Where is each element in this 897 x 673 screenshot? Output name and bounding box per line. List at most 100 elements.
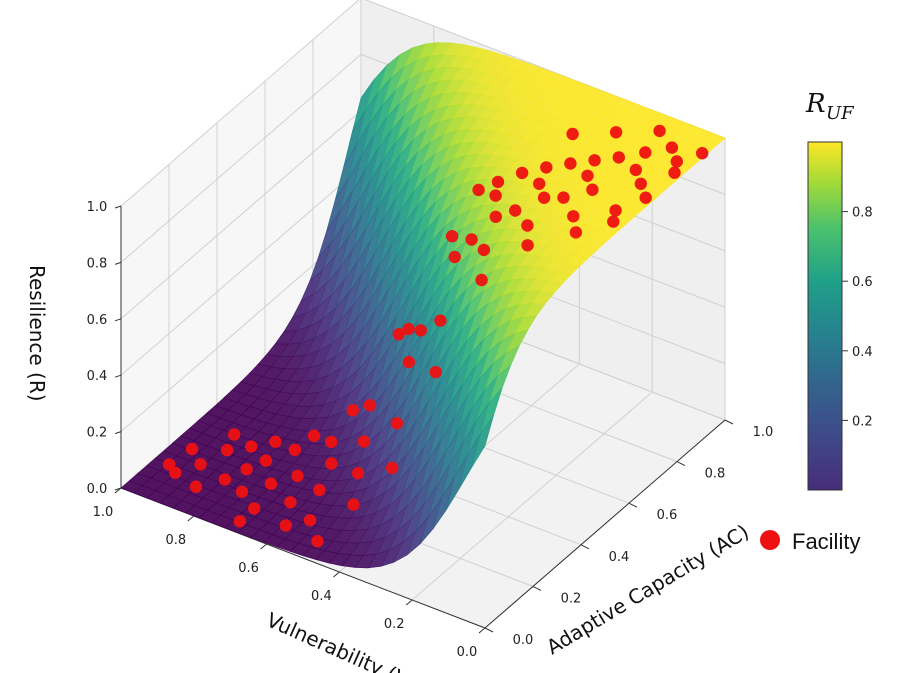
facility-point — [448, 250, 461, 264]
facility-point — [288, 443, 301, 456]
colorbar-title-subscript: UF — [826, 103, 855, 124]
facility-point — [163, 458, 176, 471]
facility-point — [653, 124, 666, 138]
facility-point — [303, 514, 317, 527]
facility-point — [248, 502, 261, 515]
y-tick-label: 0.4 — [609, 550, 630, 565]
facility-point — [264, 477, 278, 490]
facility-point — [639, 146, 652, 159]
facility-point — [445, 230, 459, 243]
colorbar-tick-label: 0.8 — [852, 206, 873, 221]
grid-line — [411, 391, 653, 601]
facility-point — [607, 215, 620, 228]
x-tick-label: 0.2 — [384, 617, 405, 632]
facility-point — [218, 473, 232, 486]
facility-point — [537, 191, 551, 204]
facility-point — [696, 147, 709, 160]
facility-point — [240, 463, 253, 476]
facility-point — [465, 233, 478, 246]
facility-point — [670, 155, 683, 168]
x-tick-mark — [187, 515, 195, 522]
facility-point — [185, 442, 199, 456]
facility-point — [557, 191, 570, 204]
facility-point — [307, 429, 321, 442]
x-tick-mark — [333, 571, 340, 578]
facility-point — [540, 161, 553, 174]
facility-point — [509, 204, 522, 217]
facility-point — [189, 480, 203, 493]
legend-label-facility: Facility — [792, 529, 860, 554]
facility-point — [609, 204, 622, 217]
grid-line — [120, 0, 360, 207]
colorbar-ticks: 0.2 0.4 0.6 0.8 — [842, 206, 873, 429]
surface-patch — [471, 415, 494, 468]
facility-point — [586, 183, 599, 196]
facility-point — [346, 404, 359, 417]
x-tick-label: 1.0 — [93, 505, 114, 520]
facility-point — [567, 210, 580, 223]
facility-point — [521, 239, 534, 252]
z-tick-mark — [114, 487, 122, 491]
y-tick-label: 0.8 — [705, 467, 726, 482]
x-tick-label: 0.0 — [457, 645, 478, 660]
facility-point — [235, 485, 249, 498]
z-tick-mark — [114, 205, 122, 209]
z-tick-mark — [114, 261, 122, 265]
facility-point — [194, 458, 207, 471]
facility-point — [402, 355, 415, 369]
facility-point — [629, 163, 642, 177]
facility-point — [245, 440, 258, 453]
colorbar-bar — [807, 141, 843, 491]
y-tick-mark — [628, 502, 638, 508]
y-tick-label: 0.0 — [513, 633, 534, 648]
facility-point — [533, 177, 546, 190]
z-tick-mark — [114, 374, 122, 378]
legend: Facility — [760, 529, 860, 554]
facility-point — [472, 183, 485, 197]
facility-point — [402, 322, 415, 336]
colorbar-tick-label: 0.4 — [852, 345, 873, 360]
y-tick-mark — [484, 627, 494, 633]
facility-point — [489, 189, 502, 202]
facility-point — [233, 515, 246, 528]
tick-labels: 0.0 0.2 0.4 0.6 0.8 1.0 0.0 0.2 0.4 0.6 0.8 1.0 0.0 0… — [87, 200, 774, 660]
facility-point — [347, 498, 360, 511]
facility-point — [311, 535, 324, 548]
facility-point — [284, 496, 297, 509]
x-tick-label: 0.4 — [311, 589, 332, 604]
facility-point — [363, 399, 377, 412]
x-tick-mark — [478, 627, 486, 634]
facility-point — [279, 519, 292, 532]
facility-point — [357, 435, 371, 448]
grid-line — [120, 166, 362, 376]
facility-point — [477, 243, 491, 257]
y-tick-mark — [532, 585, 542, 591]
facility-point — [291, 469, 304, 483]
facility-point — [639, 191, 652, 204]
facility-point — [588, 154, 601, 167]
z-axis-label: Resilience (R) — [25, 265, 49, 402]
y-tick-label: 0.2 — [561, 591, 582, 606]
facility-point — [489, 210, 502, 223]
facility-point — [569, 226, 583, 239]
left-wall-pane — [121, 0, 361, 488]
colorbar-title: R — [805, 89, 826, 119]
z-tick-label: 0.0 — [87, 482, 108, 497]
facility-point — [269, 435, 282, 448]
z-tick-label: 0.2 — [87, 426, 108, 441]
facility-point — [325, 435, 338, 449]
facility-point — [386, 461, 399, 475]
facility-point — [414, 324, 427, 337]
facility-point — [475, 273, 488, 287]
facility-point — [665, 141, 679, 154]
colorbar: 0.2 0.4 0.6 0.8 R UF — [805, 89, 873, 491]
grid-line — [120, 54, 362, 263]
facility-point — [581, 169, 594, 182]
y-tick-mark — [724, 419, 734, 425]
colorbar-tick-label: 0.6 — [852, 275, 873, 290]
x-tick-label: 0.8 — [165, 533, 186, 548]
z-tick-label: 0.8 — [87, 256, 108, 271]
facility-point — [564, 157, 577, 170]
